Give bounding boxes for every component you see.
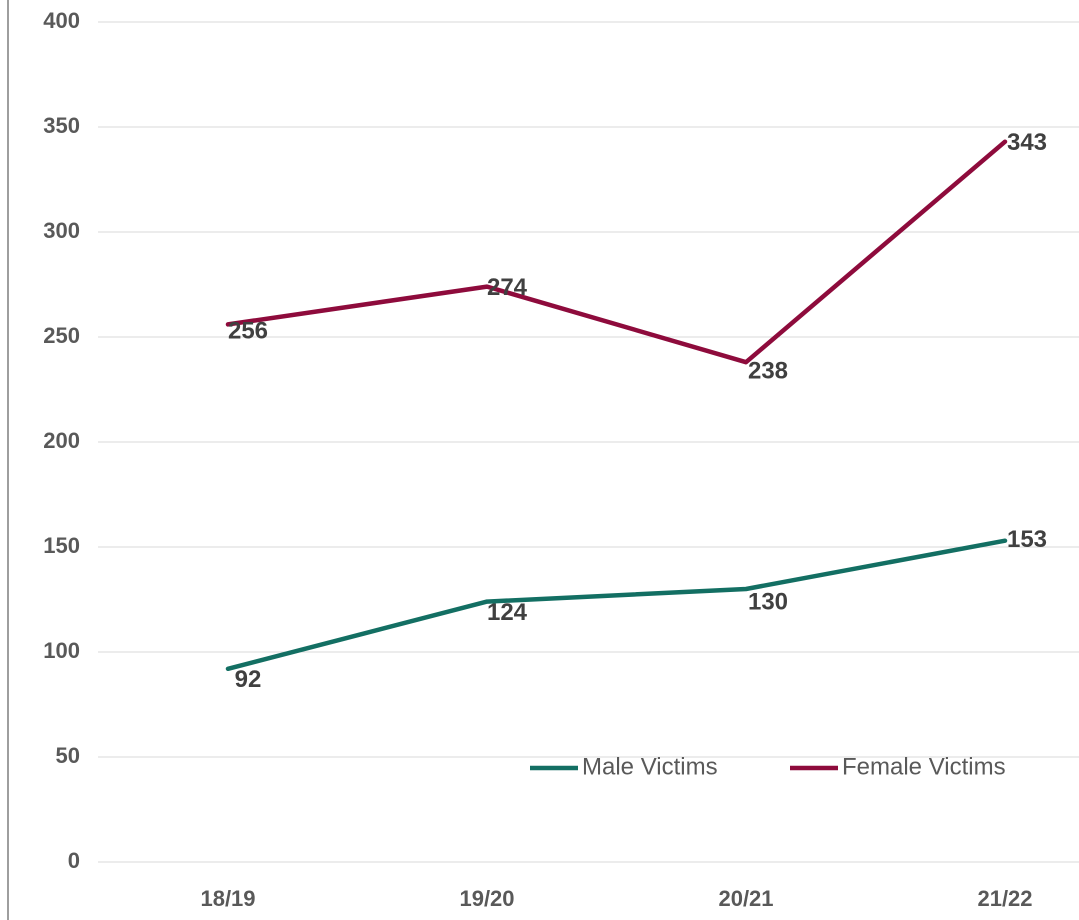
- x-tick-label: 20/21: [718, 886, 773, 911]
- data-label: 130: [748, 588, 788, 615]
- y-tick-label: 250: [43, 323, 80, 348]
- x-tick-label: 21/22: [977, 886, 1032, 911]
- data-label: 124: [487, 599, 528, 626]
- y-tick-label: 200: [43, 428, 80, 453]
- data-label: 343: [1007, 129, 1047, 156]
- y-tick-label: 0: [68, 848, 80, 873]
- legend-label: Male Victims: [582, 753, 718, 780]
- series-line: [225, 538, 1008, 672]
- data-label: 92: [235, 666, 262, 693]
- data-label: 153: [1007, 526, 1047, 553]
- y-tick-label: 350: [43, 113, 80, 138]
- y-tick-label: 300: [43, 218, 80, 243]
- data-label: 256: [228, 318, 268, 345]
- legend-label: Female Victims: [842, 753, 1006, 780]
- x-tick-label: 18/19: [200, 886, 255, 911]
- y-tick-label: 150: [43, 533, 80, 558]
- series-line: [225, 139, 1008, 365]
- data-label: 274: [487, 274, 528, 301]
- data-label: 238: [748, 358, 788, 385]
- y-tick-label: 400: [43, 8, 80, 33]
- y-tick-label: 100: [43, 638, 80, 663]
- y-tick-label: 50: [56, 743, 80, 768]
- x-tick-label: 19/20: [459, 886, 514, 911]
